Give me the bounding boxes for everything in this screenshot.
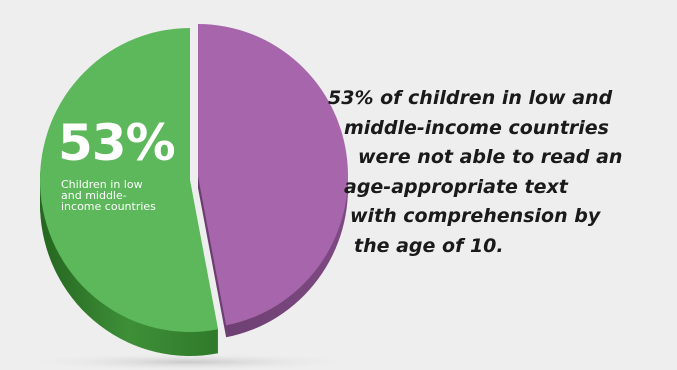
slice-percent-label: 53%	[58, 114, 176, 172]
statement-line: age-appropriate text	[344, 175, 568, 198]
pie-slices	[39, 24, 348, 357]
slice-caption: Children in low and middle- income count…	[61, 179, 191, 212]
slice-caption-line: and middle-	[61, 189, 127, 202]
statement-line: the age of 10.	[354, 234, 504, 257]
statement-line: were not able to read an	[358, 146, 623, 168]
statement-line: with comprehension by	[350, 205, 601, 227]
pie-floor-shadow	[20, 353, 360, 370]
slice-caption-line: income countries	[61, 200, 156, 213]
statement-line: middle-income countries	[344, 116, 609, 139]
statement-line: 53% of children in low and	[328, 87, 613, 109]
slice-caption-line: Children in low	[61, 178, 143, 191]
pie-slice-2	[198, 24, 348, 326]
statement-text: 53% of children in low and middle-income…	[318, 84, 674, 261]
pie-slice-1	[39, 28, 219, 332]
